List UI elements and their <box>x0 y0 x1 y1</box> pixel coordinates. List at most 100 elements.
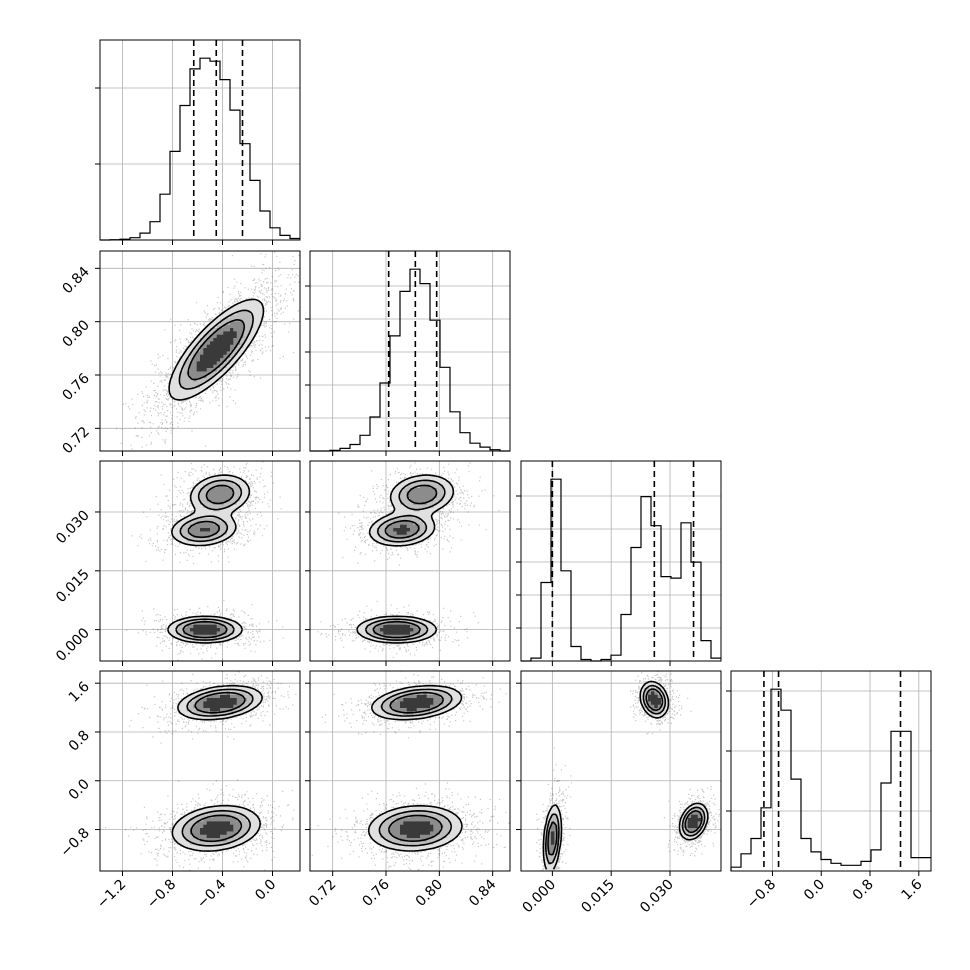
y-tick-label: −0.8 <box>57 825 92 860</box>
density-cell <box>196 714 201 718</box>
density-cell <box>223 844 227 848</box>
density-cell <box>426 841 431 845</box>
density-cell <box>223 507 227 512</box>
density-cell <box>681 814 685 818</box>
density-cell <box>423 514 427 518</box>
density-cell <box>380 707 384 712</box>
density-cell <box>213 824 217 828</box>
density-cell <box>190 514 194 518</box>
density-cell <box>190 367 194 372</box>
contour-line <box>545 684 706 865</box>
density-cell <box>213 624 217 628</box>
density-cell <box>406 824 411 828</box>
density-cell <box>430 807 434 812</box>
density-cell <box>226 711 231 715</box>
density-cell <box>226 824 231 828</box>
density-cell <box>226 624 231 628</box>
density-cell <box>246 324 251 328</box>
density-cell <box>376 617 381 622</box>
density-cell <box>393 534 397 538</box>
density-cell <box>403 521 407 525</box>
density-cell <box>433 841 437 845</box>
density-cell <box>183 704 187 708</box>
density-cell <box>406 507 411 512</box>
density-cell <box>426 697 431 702</box>
density-cell <box>200 531 204 535</box>
density-cell <box>413 624 417 628</box>
density-cell <box>403 687 407 692</box>
density-cell <box>173 374 177 378</box>
density-cell <box>390 521 394 525</box>
density-cell <box>443 821 447 825</box>
density-cell <box>446 834 451 838</box>
density-cell <box>697 807 702 812</box>
density-cell <box>226 817 231 822</box>
density-cell <box>240 817 244 822</box>
density-cell <box>233 631 237 635</box>
density-cell <box>433 697 437 702</box>
density-cell <box>373 837 377 842</box>
density-cell <box>430 697 434 702</box>
density-cell <box>173 371 177 375</box>
density-cell <box>433 701 437 705</box>
scatter-points <box>317 462 500 658</box>
density-cell <box>203 624 207 628</box>
density-cell <box>213 687 217 692</box>
density-cell <box>654 704 658 708</box>
density-cell <box>433 827 437 832</box>
density-cell <box>223 361 227 365</box>
density-cell <box>423 807 427 812</box>
density-cell <box>186 364 191 368</box>
density-cell <box>426 621 431 625</box>
density-cell <box>213 477 217 482</box>
density-cell <box>193 487 197 492</box>
density-cell <box>661 711 665 715</box>
density-cell <box>370 527 374 532</box>
density-cell <box>370 627 374 632</box>
density-cell <box>186 524 191 528</box>
density-cell <box>220 344 224 348</box>
density-cell <box>193 364 197 368</box>
contour-line <box>356 474 455 644</box>
density-cell <box>170 387 174 392</box>
density-cell <box>390 697 394 702</box>
density-cell <box>413 517 417 522</box>
density-cell <box>226 701 231 705</box>
density-cell <box>186 517 191 522</box>
density-cell <box>410 687 414 692</box>
density-cell <box>233 621 237 625</box>
density-cell <box>410 831 414 835</box>
density-cell <box>390 711 394 715</box>
density-cell <box>373 824 377 828</box>
density-cell <box>400 817 404 822</box>
density-cell <box>544 827 548 832</box>
density-cell <box>240 837 244 842</box>
density-cell <box>243 687 247 692</box>
density-cell <box>423 817 427 822</box>
density-cell <box>206 827 211 832</box>
density-cell <box>423 704 427 708</box>
density-cell <box>210 337 214 342</box>
density-cell <box>420 837 424 842</box>
density-cell <box>376 834 381 838</box>
density-cell <box>203 491 207 495</box>
density-cell <box>183 384 187 388</box>
density-cell <box>220 524 224 528</box>
density-cell <box>416 714 421 718</box>
density-cell <box>210 377 214 382</box>
density-cell <box>190 391 194 395</box>
density-cell <box>433 507 437 512</box>
density-cell <box>213 817 217 822</box>
density-cell <box>456 831 461 835</box>
density-cell <box>210 631 214 635</box>
density-cell <box>236 627 241 632</box>
density-cell <box>450 817 454 822</box>
density-cell <box>360 624 364 628</box>
hist-step-outline <box>521 478 721 662</box>
density-cell <box>430 481 434 485</box>
density-cell <box>183 364 187 368</box>
density-cell <box>400 534 404 538</box>
density-cell <box>410 837 414 842</box>
density-cell <box>216 374 221 378</box>
density-cell <box>230 521 234 525</box>
